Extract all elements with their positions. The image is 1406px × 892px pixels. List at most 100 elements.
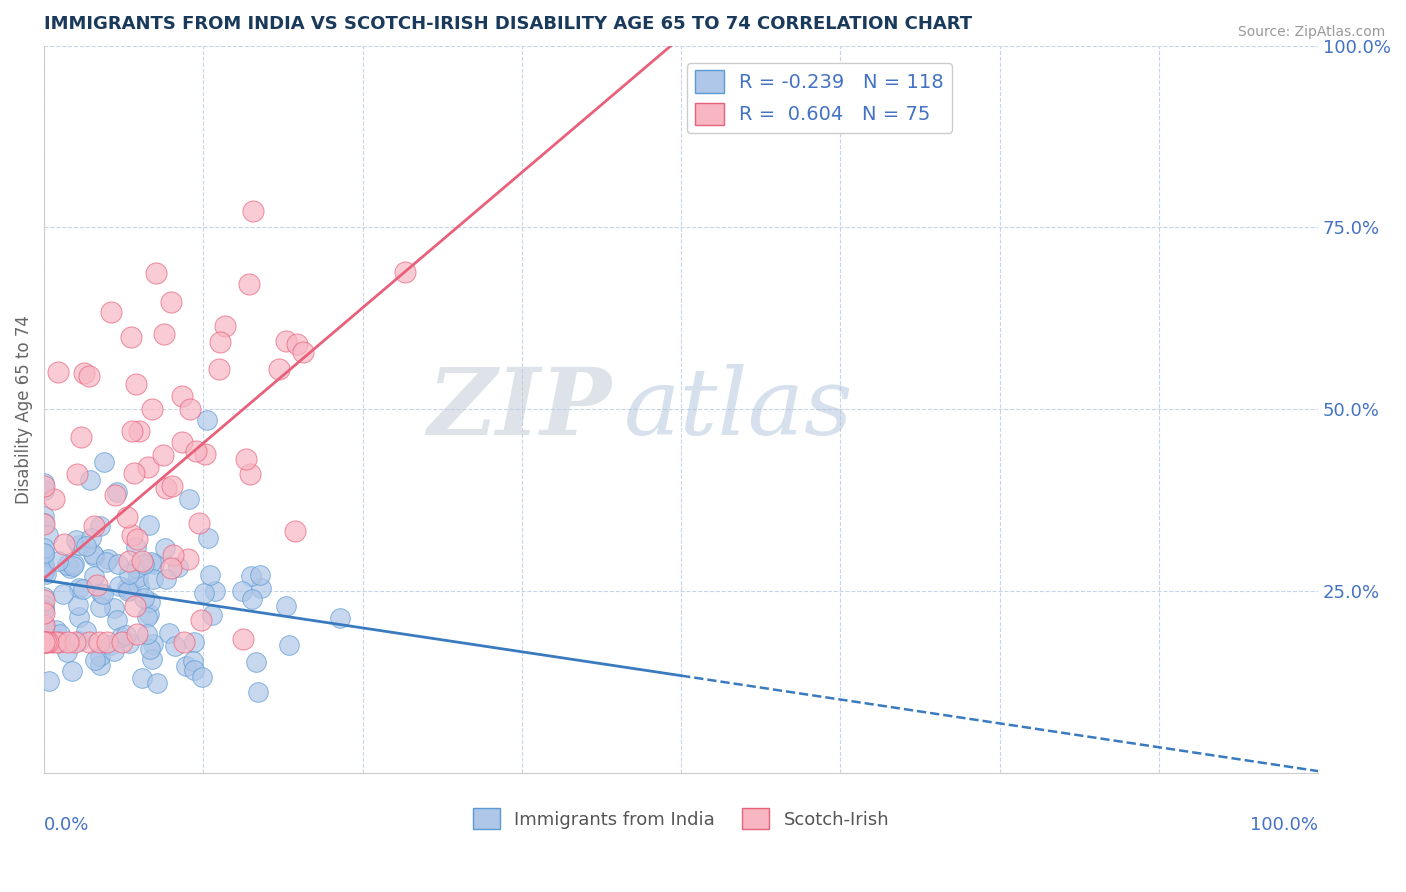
Point	[52, 587, 75, 601]
Point	[32, 592, 55, 607]
Point	[153, 541, 176, 555]
Point	[132, 557, 155, 571]
Point	[32, 618, 55, 632]
Point	[32, 590, 55, 604]
Point	[87, 635, 110, 649]
Point	[242, 204, 264, 219]
Point	[96, 635, 118, 649]
Point	[56, 558, 79, 573]
Point	[75, 624, 97, 638]
Point	[73, 367, 96, 381]
Point	[104, 488, 127, 502]
Point	[83, 568, 105, 582]
Point	[173, 634, 195, 648]
Point	[67, 634, 90, 648]
Point	[155, 481, 177, 495]
Point	[37, 528, 59, 542]
Point	[32, 635, 55, 649]
Point	[67, 610, 90, 624]
Point	[48, 635, 70, 649]
Point	[103, 601, 125, 615]
Point	[32, 598, 55, 612]
Point	[232, 632, 254, 646]
Point	[32, 559, 55, 574]
Point	[82, 547, 104, 561]
Point	[170, 389, 193, 403]
Point	[245, 655, 267, 669]
Point	[267, 362, 290, 376]
Point	[115, 510, 138, 524]
Point	[128, 424, 150, 438]
Point	[191, 670, 214, 684]
Point	[89, 519, 111, 533]
Point	[35, 567, 58, 582]
Point	[139, 641, 162, 656]
Point	[136, 459, 159, 474]
Y-axis label: Disability Age 65 to 74: Disability Age 65 to 74	[15, 315, 32, 504]
Point	[32, 619, 55, 633]
Point	[59, 561, 82, 575]
Point	[77, 635, 100, 649]
Point	[97, 552, 120, 566]
Point	[143, 557, 166, 571]
Point	[120, 583, 142, 598]
Point	[35, 635, 58, 649]
Point	[184, 444, 207, 458]
Point	[329, 610, 352, 624]
Point	[42, 491, 65, 506]
Point	[179, 402, 201, 417]
Point	[139, 594, 162, 608]
Point	[188, 516, 211, 531]
Point	[115, 581, 138, 595]
Point	[249, 568, 271, 582]
Point	[45, 635, 67, 649]
Point	[32, 607, 55, 621]
Point	[121, 424, 143, 438]
Point	[32, 624, 55, 639]
Point	[117, 583, 139, 598]
Point	[32, 541, 55, 556]
Point	[118, 554, 141, 568]
Point	[127, 570, 149, 584]
Point	[32, 635, 55, 649]
Point	[108, 579, 131, 593]
Point	[107, 484, 129, 499]
Point	[193, 585, 215, 599]
Point	[32, 547, 55, 561]
Point	[238, 277, 260, 291]
Point	[292, 344, 315, 359]
Point	[111, 635, 134, 649]
Point	[167, 560, 190, 574]
Point	[93, 587, 115, 601]
Point	[83, 519, 105, 533]
Point	[235, 451, 257, 466]
Point	[118, 566, 141, 581]
Point	[45, 623, 67, 637]
Point	[194, 447, 217, 461]
Point	[125, 540, 148, 554]
Text: Source: ZipAtlas.com: Source: ZipAtlas.com	[1237, 25, 1385, 39]
Point	[394, 265, 416, 279]
Point	[160, 479, 183, 493]
Point	[136, 627, 159, 641]
Point	[128, 579, 150, 593]
Legend: Immigrants from India, Scotch-Irish: Immigrants from India, Scotch-Irish	[465, 801, 897, 837]
Point	[122, 466, 145, 480]
Point	[32, 483, 55, 497]
Point	[124, 599, 146, 613]
Point	[32, 619, 55, 633]
Point	[77, 369, 100, 384]
Point	[246, 685, 269, 699]
Point	[115, 628, 138, 642]
Point	[80, 531, 103, 545]
Point	[165, 639, 187, 653]
Point	[277, 638, 299, 652]
Point	[72, 582, 94, 596]
Point	[231, 583, 253, 598]
Point	[32, 565, 55, 579]
Point	[93, 454, 115, 468]
Point	[287, 337, 309, 351]
Point	[32, 516, 55, 530]
Point	[60, 664, 83, 678]
Point	[53, 536, 76, 550]
